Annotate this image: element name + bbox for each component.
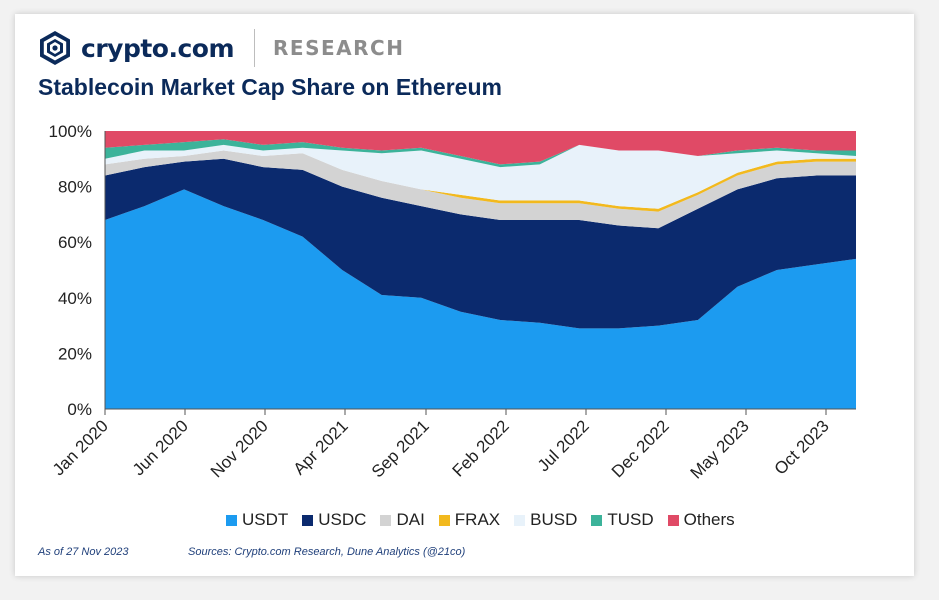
legend-swatch (514, 514, 526, 526)
area-frax (105, 150, 856, 212)
y-tick-label: 0% (67, 400, 92, 419)
legend-item-others: Others (667, 510, 735, 530)
x-tick-label: Dec 2022 (608, 416, 673, 481)
chart-title: Stablecoin Market Cap Share on Ethereum (38, 74, 502, 100)
brand-header: crypto.com RESEARCH (38, 29, 405, 67)
area-others (105, 131, 856, 165)
y-tick-label: 40% (58, 289, 92, 308)
legend-label: TUSD (607, 510, 654, 529)
x-tick-label: Nov 2020 (207, 416, 272, 481)
legend-item-usdt: USDT (226, 510, 288, 530)
legend-label: BUSD (530, 510, 578, 529)
brand-section: RESEARCH (273, 36, 405, 60)
area-dai (105, 150, 856, 229)
legend-label: USDC (318, 510, 367, 529)
brand-name: crypto.com (81, 33, 235, 63)
legend-swatch (302, 514, 314, 526)
y-tick-label: 80% (58, 178, 92, 197)
brand-divider (254, 29, 256, 67)
crypto-com-lion-icon (40, 31, 70, 65)
legend-swatch (380, 514, 392, 526)
legend-item-dai: DAI (380, 510, 425, 530)
legend-item-tusd: TUSD (591, 510, 654, 530)
x-tick-label: Jan 2020 (49, 416, 112, 479)
y-tick-label: 100% (49, 122, 92, 141)
x-tick-label: Sep 2021 (368, 416, 433, 481)
as-of-date: As of 27 Nov 2023 (38, 546, 129, 558)
area-usdc (105, 158, 856, 329)
area-tusd (105, 139, 856, 168)
legend-item-busd: BUSD (514, 510, 577, 530)
x-tick-label: Jun 2020 (129, 416, 192, 479)
legend-label: Others (683, 510, 735, 529)
x-tick-label: Apr 2021 (290, 416, 352, 478)
y-tick-label: 20% (58, 344, 92, 363)
x-tick-label: May 2023 (687, 416, 753, 482)
legend-swatch (226, 514, 237, 526)
y-tick-label: 60% (58, 233, 92, 252)
area-usdt (105, 189, 856, 409)
legend-label: FRAX (454, 510, 501, 529)
legend-label: DAI (396, 510, 425, 529)
legend-item-usdc: USDC (302, 510, 366, 530)
area-busd (105, 144, 856, 209)
x-tick-label: Feb 2022 (449, 416, 513, 480)
legend-swatch (438, 514, 450, 526)
x-tick-label: Jul 2022 (534, 416, 593, 475)
legend-swatch (667, 514, 679, 526)
x-tick-label: Oct 2023 (771, 416, 833, 478)
legend-item-frax: FRAX (438, 510, 501, 530)
chart-legend: USDT USDC DAI FRAX BUSD TUSD Others (226, 510, 749, 530)
legend-label: USDT (242, 510, 289, 529)
sources-note: Sources: Crypto.com Research, Dune Analy… (188, 546, 466, 558)
legend-swatch (591, 514, 603, 526)
